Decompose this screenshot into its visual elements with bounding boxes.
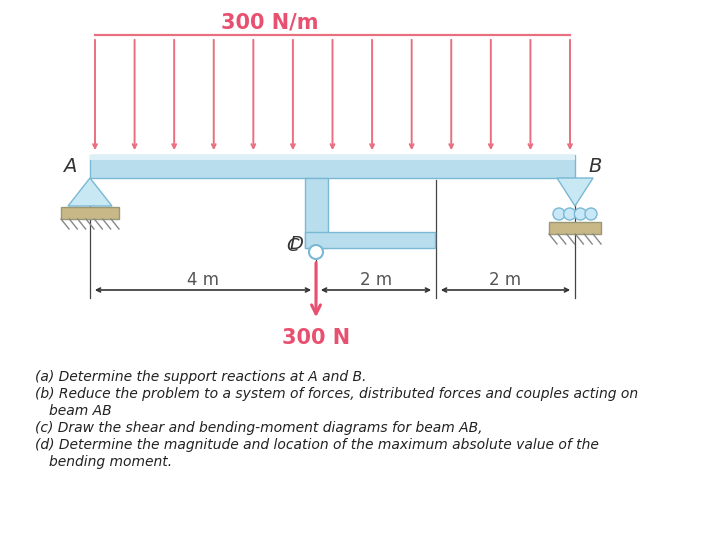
Text: 2 m: 2 m: [490, 271, 521, 289]
Polygon shape: [549, 222, 601, 234]
Text: (a) Determine the support reactions at A and B.: (a) Determine the support reactions at A…: [35, 370, 366, 384]
Polygon shape: [61, 207, 119, 219]
Text: 4 m: 4 m: [187, 271, 219, 289]
Text: A: A: [64, 157, 77, 177]
Circle shape: [309, 245, 323, 259]
Text: C: C: [287, 237, 300, 255]
Polygon shape: [68, 178, 112, 206]
Polygon shape: [90, 155, 575, 160]
Polygon shape: [305, 178, 328, 248]
Text: D: D: [289, 235, 303, 253]
Text: 2 m: 2 m: [360, 271, 392, 289]
Text: (d) Determine the magnitude and location of the maximum absolute value of the: (d) Determine the magnitude and location…: [35, 438, 599, 452]
Text: B: B: [588, 157, 602, 177]
Circle shape: [553, 208, 565, 220]
Text: beam AB: beam AB: [49, 404, 112, 418]
Circle shape: [585, 208, 597, 220]
Circle shape: [574, 208, 586, 220]
Text: (b) Reduce the problem to a system of forces, distributed forces and couples act: (b) Reduce the problem to a system of fo…: [35, 387, 638, 401]
Polygon shape: [557, 178, 593, 206]
Text: 300 N: 300 N: [282, 328, 350, 348]
Text: bending moment.: bending moment.: [49, 455, 172, 469]
Polygon shape: [305, 232, 435, 248]
Polygon shape: [90, 155, 575, 178]
Circle shape: [563, 208, 576, 220]
Text: 300 N/m: 300 N/m: [221, 12, 319, 32]
Text: (c) Draw the shear and bending-moment diagrams for beam AB,: (c) Draw the shear and bending-moment di…: [35, 421, 483, 435]
